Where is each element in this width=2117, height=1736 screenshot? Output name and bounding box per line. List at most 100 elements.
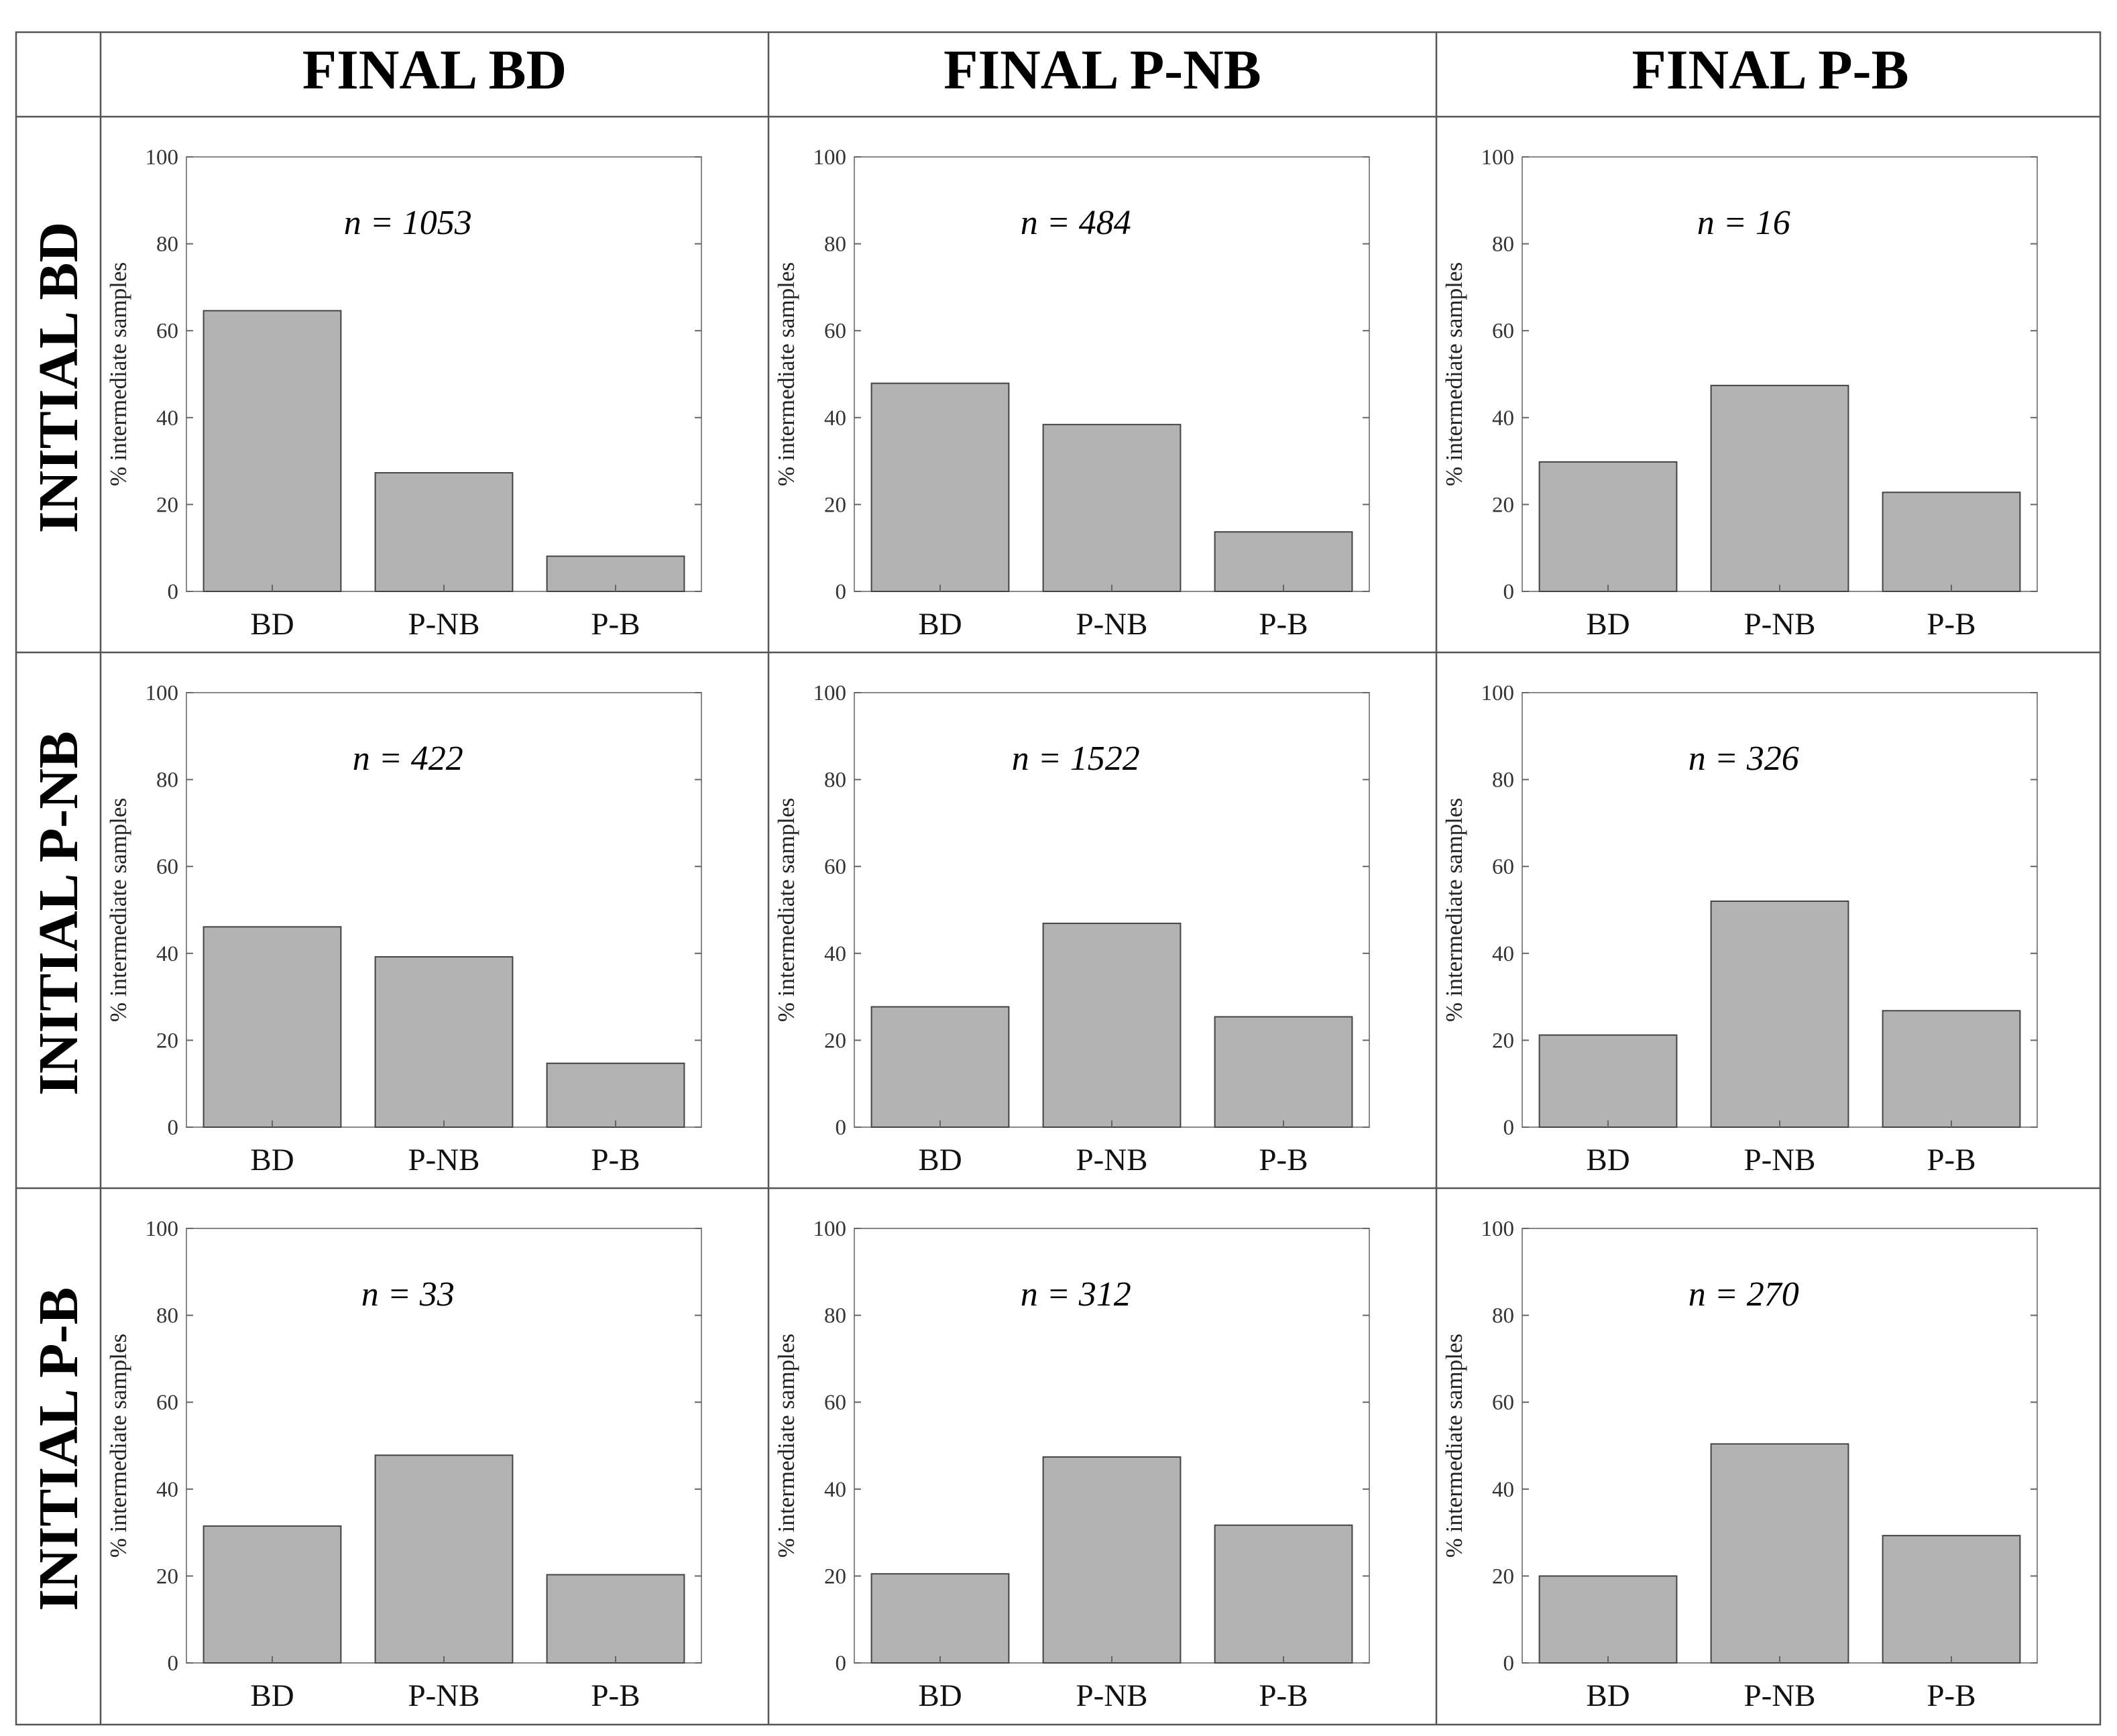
y-tick-label: 100 xyxy=(1481,1217,1515,1241)
y-axis-label: % intermediate samples xyxy=(105,262,131,486)
y-tick-label: 100 xyxy=(146,1217,179,1241)
bar xyxy=(374,1454,514,1664)
y-tick-label: 80 xyxy=(1492,1304,1514,1328)
bar xyxy=(1042,923,1182,1128)
y-tick-label: 20 xyxy=(156,493,178,517)
y-tick-label: 100 xyxy=(1481,146,1515,170)
x-category-label: P-NB xyxy=(1076,1143,1147,1177)
x-category-label: P-NB xyxy=(408,1678,479,1713)
bar xyxy=(1214,1524,1353,1664)
y-tick-label: 80 xyxy=(156,768,178,793)
bar xyxy=(1882,1535,2021,1664)
bar-chart-panel: 0 20 40 60 80 100 % intermediate samples BD P-NB… xyxy=(105,1217,702,1713)
bar-chart-panel: 0 20 40 60 80 100 % intermediate samples BD P-NB… xyxy=(1441,146,2038,642)
y-axis-label: % intermediate samples xyxy=(105,1334,131,1558)
y-tick-label: 40 xyxy=(824,406,846,430)
bar xyxy=(870,1006,1010,1129)
x-category-label: P-B xyxy=(591,607,640,642)
y-tick-label: 40 xyxy=(156,1478,178,1502)
bar xyxy=(1538,1034,1678,1129)
y-tick-label: 0 xyxy=(836,1116,847,1140)
sample-count-annotation: n = 1522 xyxy=(1012,740,1140,778)
y-tick-label: 100 xyxy=(813,1217,847,1241)
y-tick-label: 20 xyxy=(1492,493,1514,517)
y-tick-label: 40 xyxy=(1492,406,1514,430)
y-axis-label: % intermediate samples xyxy=(1441,1334,1467,1558)
bar xyxy=(1882,1010,2021,1129)
y-tick-label: 80 xyxy=(824,768,846,793)
y-tick-label: 60 xyxy=(1492,1391,1514,1415)
bar xyxy=(203,926,342,1128)
y-tick-label: 60 xyxy=(824,319,846,343)
bar xyxy=(1042,1456,1182,1664)
y-axis-label: % intermediate samples xyxy=(1441,798,1467,1022)
y-tick-label: 20 xyxy=(1492,1564,1514,1588)
bar xyxy=(374,472,514,593)
x-category-label: BD xyxy=(250,1143,294,1177)
y-tick-label: 20 xyxy=(824,1029,846,1053)
row-header-initial-bd: INITIAL BD xyxy=(27,222,90,534)
y-tick-label: 0 xyxy=(168,580,179,604)
y-tick-label: 20 xyxy=(824,1564,846,1588)
y-tick-label: 0 xyxy=(1503,1116,1515,1140)
x-category-label: P-NB xyxy=(1743,1678,1815,1713)
y-tick-label: 80 xyxy=(156,233,178,257)
y-axis-label: % intermediate samples xyxy=(773,798,799,1022)
bar-chart-panel: 0 20 40 60 80 100 % intermediate samples BD P-NB… xyxy=(105,681,702,1177)
col-header-final-p-nb: FINAL P-NB xyxy=(943,39,1261,101)
bar xyxy=(870,1573,1010,1664)
y-tick-label: 60 xyxy=(156,855,178,879)
sample-count-annotation: n = 326 xyxy=(1689,740,1799,778)
bar-chart-panel: 0 20 40 60 80 100 % intermediate samples BD P-NB… xyxy=(773,681,1370,1177)
table-border xyxy=(15,31,2102,1726)
x-category-label: P-B xyxy=(591,1678,640,1713)
sample-count-annotation: n = 1053 xyxy=(344,204,472,242)
y-axis-label: % intermediate samples xyxy=(773,262,799,486)
y-tick-label: 20 xyxy=(1492,1029,1514,1053)
y-tick-label: 40 xyxy=(1492,942,1514,966)
x-category-label: BD xyxy=(918,1678,962,1713)
bar xyxy=(1710,384,1849,593)
bar xyxy=(1710,1443,1849,1664)
x-category-label: P-B xyxy=(1259,1678,1308,1713)
bar xyxy=(374,956,514,1129)
y-tick-label: 20 xyxy=(824,493,846,517)
x-category-label: P-B xyxy=(1927,1678,1976,1713)
y-tick-label: 80 xyxy=(1492,233,1514,257)
x-category-label: BD xyxy=(1586,1143,1629,1177)
x-category-label: P-NB xyxy=(1076,607,1147,642)
bar xyxy=(546,1574,685,1664)
bar-chart-panels: 0 20 40 60 80 100 % intermediate samples BD P-NB… xyxy=(105,146,2038,1713)
bar xyxy=(1538,1575,1678,1664)
bar xyxy=(1214,531,1353,592)
y-tick-label: 40 xyxy=(156,406,178,430)
col-header-final-p-b: FINAL P-B xyxy=(1632,39,1908,101)
y-tick-label: 20 xyxy=(156,1029,178,1053)
bar-chart-panel: 0 20 40 60 80 100 % intermediate samples BD P-NB… xyxy=(1441,681,2038,1177)
y-axis-label: % intermediate samples xyxy=(1441,262,1467,486)
sample-count-annotation: n = 422 xyxy=(353,740,463,778)
bar xyxy=(1042,424,1182,593)
y-tick-label: 80 xyxy=(824,1304,846,1328)
x-category-label: P-NB xyxy=(1743,607,1815,642)
y-tick-label: 0 xyxy=(168,1116,179,1140)
sample-count-annotation: n = 270 xyxy=(1689,1275,1799,1314)
y-tick-label: 0 xyxy=(836,1652,847,1676)
y-tick-label: 60 xyxy=(156,319,178,343)
y-tick-label: 80 xyxy=(1492,768,1514,793)
y-tick-label: 100 xyxy=(146,146,179,170)
y-tick-label: 80 xyxy=(156,1304,178,1328)
bar-chart-panel: 0 20 40 60 80 100 % intermediate samples BD P-NB… xyxy=(1441,1217,2038,1713)
bar xyxy=(1538,461,1678,592)
y-tick-label: 20 xyxy=(156,1564,178,1588)
x-category-label: P-B xyxy=(1259,607,1308,642)
x-category-label: P-NB xyxy=(1743,1143,1815,1177)
x-category-label: BD xyxy=(250,1678,294,1713)
y-tick-label: 60 xyxy=(1492,855,1514,879)
col-header-final-bd: FINAL BD xyxy=(302,39,567,101)
x-category-label: BD xyxy=(1586,1678,1629,1713)
x-category-label: P-NB xyxy=(408,607,479,642)
y-tick-label: 100 xyxy=(1481,681,1515,705)
column-headers: FINAL BD FINAL P-NB FINAL P-B xyxy=(302,39,1909,101)
